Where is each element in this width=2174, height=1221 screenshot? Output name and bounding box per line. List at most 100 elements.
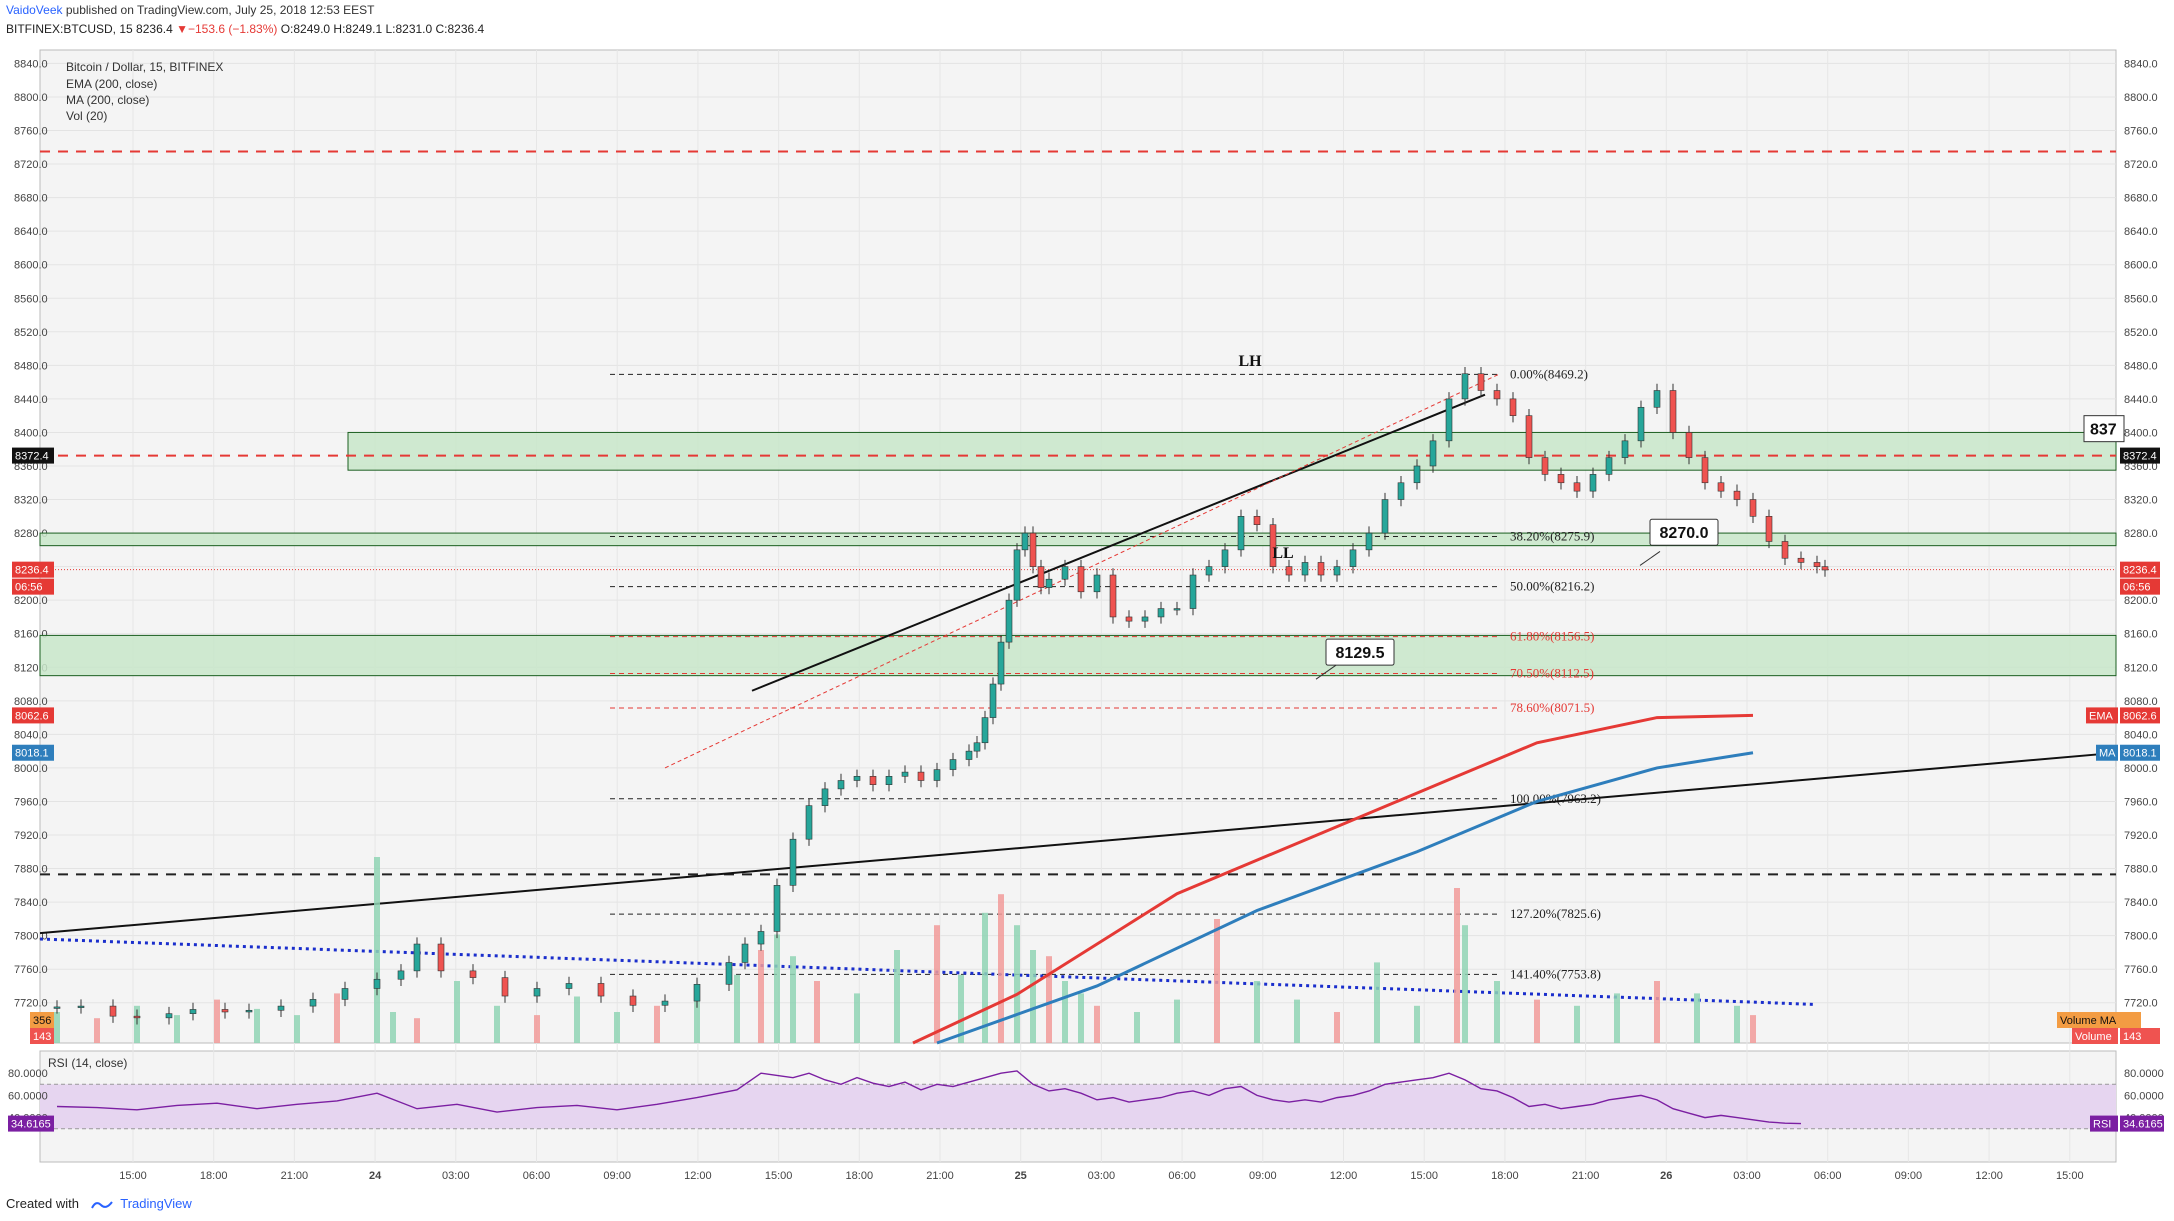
price-tag-ma-left: 8018.1 <box>15 748 49 760</box>
candle-body <box>789 838 797 886</box>
candle-body <box>1669 390 1677 433</box>
y-tick-left: 8200.0 <box>14 595 48 607</box>
y-tick-left: 8560.0 <box>14 293 48 305</box>
pattern-label-ll: LL <box>1272 545 1293 562</box>
fib-level-label: 70.50%(8112.5) <box>1510 666 1594 681</box>
candle-body <box>661 1000 669 1006</box>
candle-body <box>1749 499 1757 517</box>
callout-837-text: 837 <box>2090 422 2117 439</box>
volume-bar <box>54 1012 60 1043</box>
y-tick-right: 8040.0 <box>2124 729 2158 741</box>
x-tick-label: 15:00 <box>119 1170 147 1182</box>
volume-bar <box>894 950 900 1043</box>
y-tick-left: 8800.0 <box>14 92 48 104</box>
y-tick-left: 8080.0 <box>14 696 48 708</box>
rsi-name: RSI <box>2093 1119 2111 1131</box>
x-tick-label: 26 <box>1660 1170 1672 1182</box>
candle-body <box>869 775 877 785</box>
volume-bar <box>1174 999 1180 1043</box>
price-tag-ema-right-bg <box>2120 707 2160 724</box>
indicator-label: EMA (200, close) <box>66 77 157 91</box>
volume-bar <box>982 912 988 1043</box>
candle-body <box>1605 457 1613 475</box>
candle-body <box>949 759 957 770</box>
candle-body <box>1541 457 1549 475</box>
y-tick-right: 7880.0 <box>2124 864 2158 876</box>
callout-8270-text: 8270.0 <box>1660 525 1709 542</box>
price-tag-current-left-bg <box>12 561 54 578</box>
x-tick-label: 15:00 <box>765 1170 793 1182</box>
rsi-tick-right: 60.0000 <box>2124 1090 2164 1102</box>
volume-bar <box>734 974 740 1043</box>
callout-837-box <box>2083 415 2125 443</box>
candle-body <box>1717 482 1725 492</box>
candle-body <box>373 978 381 989</box>
y-tick-right: 8720.0 <box>2124 159 2158 171</box>
tradingview-brand[interactable]: TradingView <box>120 1196 192 1211</box>
rsi-tick-left: 80.0000 <box>8 1068 48 1080</box>
callout-8270-pointer <box>1639 551 1661 566</box>
candle-body <box>1021 532 1029 551</box>
volume-bar <box>414 1018 420 1043</box>
volume-ma-name: Volume MA <box>2060 1015 2117 1027</box>
volume-bar <box>1654 981 1660 1043</box>
candle-body <box>821 788 829 806</box>
volume-ma-value-left: 356 <box>33 1015 51 1027</box>
x-tick-label: 06:00 <box>523 1170 551 1182</box>
volume-bar <box>1750 1015 1756 1043</box>
candle-body <box>437 943 445 972</box>
y-tick-right: 8640.0 <box>2124 226 2158 238</box>
y-tick-right: 8760.0 <box>2124 126 2158 138</box>
x-tick-label: 09:00 <box>1895 1170 1923 1182</box>
ohlc-values: O:8249.0 H:8249.1 L:8231.0 C:8236.4 <box>280 22 485 36</box>
ema-200-line <box>912 713 1754 1045</box>
candle-body <box>77 1005 85 1008</box>
x-tick-label: 21:00 <box>281 1170 309 1182</box>
y-tick-left: 8760.0 <box>14 126 48 138</box>
main-pane-bg <box>39 49 2117 1044</box>
volume-bar <box>334 993 340 1043</box>
candle-body <box>1685 432 1693 458</box>
price-tag-ema-left: 8062.6 <box>15 710 49 722</box>
indicator-label: MA (200, close) <box>66 93 149 107</box>
candle-body <box>53 1006 61 1009</box>
candle-body <box>1589 474 1597 492</box>
y-tick-right: 8840.0 <box>2124 58 2158 70</box>
x-tick-label: 09:00 <box>603 1170 631 1182</box>
price-tag-timer-right-bg <box>2120 578 2160 595</box>
candle-body <box>693 983 701 1002</box>
price-tag-ema-left-bg <box>12 707 54 724</box>
candle-body <box>1429 440 1437 467</box>
symbol-header: BITFINEX:BTCUSD, 15 8236.4 ▼−153.6 (−1.8… <box>6 22 484 36</box>
volume-ma-value-left-bg <box>30 1012 54 1028</box>
candle-body <box>1221 549 1229 567</box>
candle-body <box>1461 373 1469 400</box>
candle-body <box>853 775 861 781</box>
y-tick-right: 8000.0 <box>2124 763 2158 775</box>
price-chart[interactable]: 7720.0 7720.0 7760.0 7760.0 7800.0 7800.0 7840… <box>0 40 2174 1190</box>
zone-lower-support-zone <box>39 634 2117 677</box>
rsi-tick-right: 80.0000 <box>2124 1068 2164 1080</box>
candle-body <box>837 780 845 790</box>
volume-bar <box>94 1018 100 1043</box>
candle-body <box>1365 532 1373 551</box>
candle-body <box>1013 549 1021 601</box>
author-link[interactable]: VaidoVeek <box>6 3 63 17</box>
x-tick-label: 03:00 <box>1088 1170 1116 1182</box>
candle-body <box>1333 566 1341 576</box>
y-tick-right: 7920.0 <box>2124 830 2158 842</box>
candle-body <box>1253 516 1261 525</box>
rsi-value-left-bg <box>8 1115 54 1132</box>
rsi-band <box>40 1084 2116 1129</box>
volume-value-right: 143 <box>2123 1031 2141 1043</box>
y-tick-right: 8160.0 <box>2124 629 2158 641</box>
volume-bar <box>1134 1012 1140 1043</box>
candle-body <box>997 641 1005 685</box>
volume-bar <box>758 950 764 1043</box>
y-tick-right: 7840.0 <box>2124 897 2158 909</box>
rsi-name-bg <box>2090 1115 2118 1132</box>
callout-8270-box <box>1649 518 1719 546</box>
candle-body <box>725 962 733 985</box>
candle-body <box>741 943 749 963</box>
candle-body <box>1413 465 1421 484</box>
